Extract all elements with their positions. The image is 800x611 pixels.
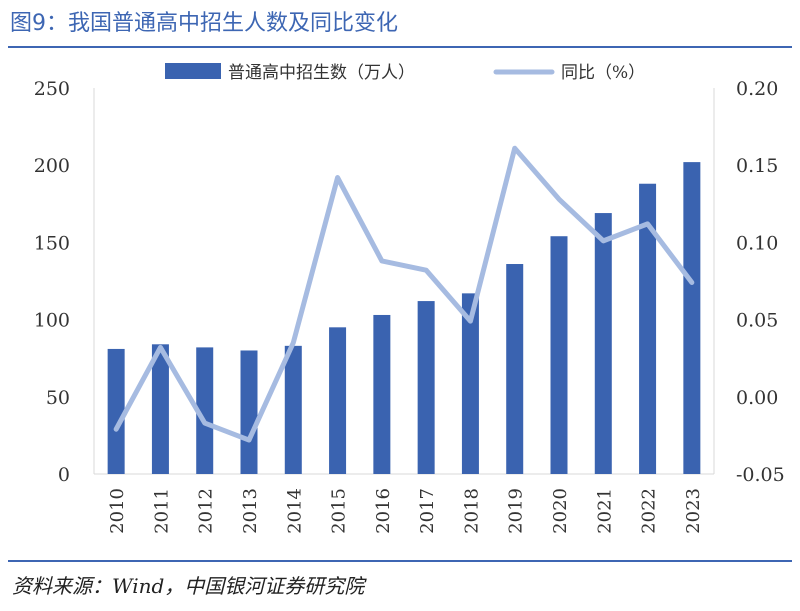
bar-2023 xyxy=(683,162,701,474)
bar-2017 xyxy=(417,301,435,474)
y-right-tick: 0.10 xyxy=(736,232,778,254)
y-left-tick: 200 xyxy=(34,155,70,177)
yoy-point-2011 xyxy=(158,345,162,349)
yoy-point-2012 xyxy=(203,421,207,425)
yoy-point-2014 xyxy=(291,341,295,345)
chart-title: 图9：我国普通高中招生人数及同比变化 xyxy=(10,11,398,36)
y-right-tick: 0.20 xyxy=(736,78,778,100)
bar-2015 xyxy=(329,327,347,474)
bar-2012 xyxy=(196,347,214,474)
bar-2010 xyxy=(107,348,125,474)
x-tick-2023: 2023 xyxy=(683,488,704,534)
bar-2014 xyxy=(284,345,302,474)
title-divider xyxy=(8,46,792,48)
y-left-tick: 0 xyxy=(58,464,70,486)
bar-2011 xyxy=(151,344,169,474)
y-right-tick: 0.15 xyxy=(736,155,778,177)
bar-2019 xyxy=(506,264,524,474)
x-tick-2015: 2015 xyxy=(329,488,350,534)
x-tick-2014: 2014 xyxy=(284,488,305,534)
x-tick-2022: 2022 xyxy=(639,488,660,534)
x-tick-2010: 2010 xyxy=(107,488,128,534)
yoy-point-2018 xyxy=(468,319,472,323)
yoy-point-2015 xyxy=(336,176,340,180)
yoy-point-2016 xyxy=(380,259,384,263)
yoy-point-2020 xyxy=(557,197,561,201)
source-divider xyxy=(8,560,792,562)
yoy-point-2022 xyxy=(646,222,650,226)
yoy-line xyxy=(113,145,695,443)
bar-2020 xyxy=(550,236,568,474)
yoy-point-2013 xyxy=(247,438,251,442)
y-right-tick: 0.05 xyxy=(736,310,778,332)
x-tick-2018: 2018 xyxy=(461,488,482,534)
y-right-tick: 0.00 xyxy=(736,387,778,409)
bar-2018 xyxy=(461,293,479,474)
legend-bar-label: 普通高中招生数（万人） xyxy=(228,63,415,83)
x-tick-2012: 2012 xyxy=(196,488,217,534)
y-left-tick: 150 xyxy=(34,232,70,254)
yoy-point-2023 xyxy=(690,281,694,285)
x-tick-2019: 2019 xyxy=(506,488,527,534)
yoy-point-2017 xyxy=(424,268,428,272)
x-tick-2020: 2020 xyxy=(550,488,571,534)
legend-bar-swatch xyxy=(165,63,221,79)
legend-line-label: 同比（%） xyxy=(561,63,645,83)
x-tick-2017: 2017 xyxy=(417,488,438,534)
source-note: 资料来源：Wind，中国银河证券研究院 xyxy=(12,574,365,598)
x-tick-2021: 2021 xyxy=(594,488,615,534)
x-tick-2016: 2016 xyxy=(373,488,394,534)
y-left-tick: 100 xyxy=(34,310,70,332)
bar-2016 xyxy=(373,314,391,474)
x-tick-2011: 2011 xyxy=(151,488,172,534)
y-right-tick: -0.05 xyxy=(736,464,785,486)
y-left-tick: 250 xyxy=(34,78,70,100)
x-tick-2013: 2013 xyxy=(240,488,261,534)
bar-2013 xyxy=(240,350,258,474)
bar-2021 xyxy=(594,213,612,474)
bar-2022 xyxy=(639,183,657,474)
y-left-tick: 50 xyxy=(46,387,70,409)
yoy-point-2010 xyxy=(114,427,118,431)
yoy-point-2019 xyxy=(513,146,517,150)
yoy-point-2021 xyxy=(601,239,605,243)
